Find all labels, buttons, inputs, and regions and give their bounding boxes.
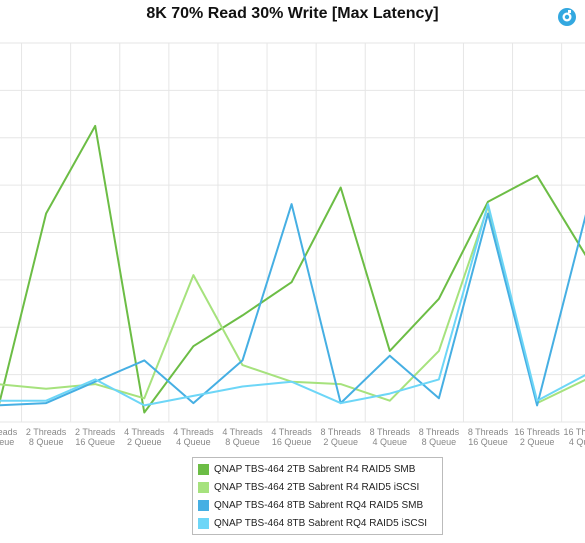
legend-label: QNAP TBS-464 2TB Sabrent R4 RAID5 SMB [214, 463, 416, 475]
x-tick-label: 8 Threads 16 Queue [468, 427, 509, 447]
x-tick-label: 16 Threads 2 Queue [514, 427, 560, 447]
x-tick-label: 2 Threads 8 Queue [26, 427, 67, 447]
x-tick-label: 8 Threads 8 Queue [419, 427, 460, 447]
series-line-4 [0, 203, 585, 407]
x-tick-label: 8 Threads 4 Queue [370, 427, 411, 447]
legend-label: QNAP TBS-464 2TB Sabrent R4 RAID5 iSCSI [214, 481, 420, 493]
legend-item-4[interactable]: QNAP TBS-464 8TB Sabrent RQ4 RAID5 iSCSI [198, 514, 442, 532]
chart-grid [0, 42, 585, 423]
x-tick-label: 8 Threads 2 Queue [321, 427, 362, 447]
chart-legend: QNAP TBS-464 2TB Sabrent R4 RAID5 SMB QNA… [192, 457, 443, 535]
series-line-3 [0, 203, 585, 407]
legend-label: QNAP TBS-464 8TB Sabrent RQ4 RAID5 iSCSI [214, 517, 428, 529]
x-tick-label: 2 Threads 16 Queue [75, 427, 116, 447]
series-line-1 [0, 124, 585, 414]
legend-item-2[interactable]: QNAP TBS-464 2TB Sabrent R4 RAID5 iSCSI [198, 478, 442, 496]
legend-item-3[interactable]: QNAP TBS-464 8TB Sabrent RQ4 RAID5 SMB [198, 496, 442, 514]
series-line-2 [0, 205, 585, 405]
chart-series [0, 124, 585, 414]
x-tick-label: 4 Threads 8 Queue [222, 427, 263, 447]
legend-swatch [198, 463, 209, 475]
chart-title: 8K 70% Read 30% Write [Max Latency] [146, 5, 439, 22]
legend-swatch [198, 517, 209, 529]
x-tick-label: 4 Threads 4 Queue [173, 427, 214, 447]
legend-swatch [198, 481, 209, 493]
legend-swatch [198, 499, 209, 511]
chart-brand-logo-icon [558, 8, 576, 26]
legend-item-1[interactable]: QNAP TBS-464 2TB Sabrent R4 RAID5 SMB [198, 460, 442, 478]
legend-label: QNAP TBS-464 8TB Sabrent RQ4 RAID5 SMB [214, 499, 424, 511]
x-tick-label: 4 Threads 2 Queue [124, 427, 165, 447]
x-tick-label: 4 Threads 16 Queue [271, 427, 312, 447]
